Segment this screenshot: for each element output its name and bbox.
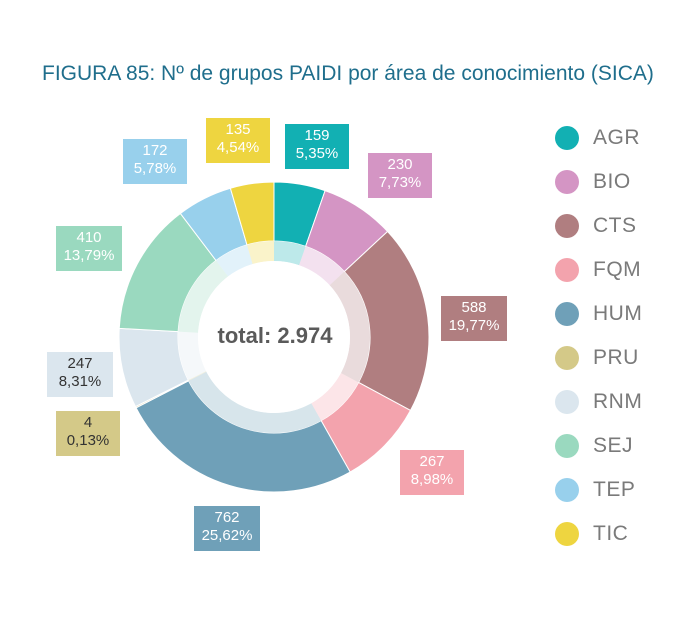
legend-item-sej: SEJ — [555, 424, 642, 468]
legend-item-pru: PRU — [555, 336, 642, 380]
data-label-percent: 5,35% — [295, 145, 339, 162]
data-label-value: 762 — [214, 509, 240, 526]
slice-inner-hum — [188, 371, 322, 433]
data-label-bio: 230 7,73% — [368, 153, 432, 198]
legend-label: TEP — [593, 478, 636, 501]
data-label-percent: 5,78% — [133, 160, 177, 177]
donut-hole — [198, 261, 350, 413]
legend-swatch — [555, 302, 579, 326]
slice-inner-rnm — [178, 331, 207, 381]
legend-label: BIO — [593, 170, 631, 193]
slice-inner-sej — [178, 260, 229, 333]
legend-item-fqm: FQM — [555, 248, 642, 292]
chart-title: FIGURA 85: Nº de grupos PAIDI por área d… — [42, 62, 654, 85]
data-label-value: 410 — [76, 229, 102, 246]
legend-item-rnm: RNM — [555, 380, 642, 424]
slice-inner-agr — [274, 241, 306, 266]
legend-item-hum: HUM — [555, 292, 642, 336]
legend-label: RNM — [593, 390, 643, 413]
legend-label: AGR — [593, 126, 641, 149]
data-label-percent: 4,54% — [216, 139, 260, 156]
data-label-tep: 172 5,78% — [123, 139, 187, 184]
slice-inner-tep — [216, 244, 253, 277]
data-label-percent: 19,77% — [448, 317, 500, 334]
legend-item-tep: TEP — [555, 468, 642, 512]
data-label-sej: 410 13,79% — [56, 226, 122, 271]
data-label-percent: 7,73% — [378, 174, 422, 191]
data-label-rnm: 247 8,31% — [47, 352, 113, 397]
slice-tic — [229, 181, 275, 246]
data-label-agr: 159 5,35% — [285, 124, 349, 169]
data-label-hum: 762 25,62% — [194, 506, 260, 551]
slice-hum — [135, 380, 351, 493]
data-label-value: 588 — [461, 299, 487, 316]
data-label-value: 267 — [419, 453, 445, 470]
legend-swatch — [555, 434, 579, 458]
legend-swatch — [555, 170, 579, 194]
data-label-percent: 8,31% — [58, 373, 102, 390]
legend-label: PRU — [593, 346, 639, 369]
legend-label: TIC — [593, 522, 629, 545]
legend-label: FQM — [593, 258, 642, 281]
data-label-value: 172 — [142, 142, 168, 159]
legend-label: HUM — [593, 302, 643, 325]
legend-swatch — [555, 346, 579, 370]
legend-swatch — [555, 478, 579, 502]
legend-label: SEJ — [593, 434, 634, 457]
legend: AGR BIO CTS FQM HUM PRU RNM SEJ TEP TIC — [555, 116, 642, 556]
legend-item-cts: CTS — [555, 204, 642, 248]
data-label-value: 159 — [304, 127, 330, 144]
data-label-value: 4 — [83, 414, 93, 431]
legend-label: CTS — [593, 214, 637, 237]
data-label-cts: 588 19,77% — [441, 296, 507, 341]
slice-inner-bio — [299, 246, 345, 286]
slice-inner-cts — [329, 271, 370, 383]
legend-swatch — [555, 258, 579, 282]
data-label-percent: 8,98% — [410, 471, 454, 488]
data-label-value: 135 — [225, 121, 251, 138]
legend-item-agr: AGR — [555, 116, 642, 160]
data-label-percent: 25,62% — [201, 527, 253, 544]
slice-inner-tic — [246, 241, 274, 265]
data-label-pru: 4 0,13% — [56, 411, 120, 456]
data-label-value: 230 — [387, 156, 413, 173]
legend-swatch — [555, 522, 579, 546]
slice-inner-pru — [188, 371, 207, 381]
legend-swatch — [555, 214, 579, 238]
center-total-label: total: 2.974 — [217, 323, 333, 348]
data-label-fqm: 267 8,98% — [400, 450, 464, 495]
data-label-percent: 13,79% — [63, 247, 115, 264]
legend-item-tic: TIC — [555, 512, 642, 556]
data-label-value: 247 — [67, 355, 93, 372]
data-label-percent: 0,13% — [66, 432, 110, 449]
slice-inner-fqm — [311, 372, 359, 421]
data-label-tic: 135 4,54% — [206, 118, 270, 163]
legend-swatch — [555, 390, 579, 414]
legend-swatch — [555, 126, 579, 150]
legend-item-bio: BIO — [555, 160, 642, 204]
